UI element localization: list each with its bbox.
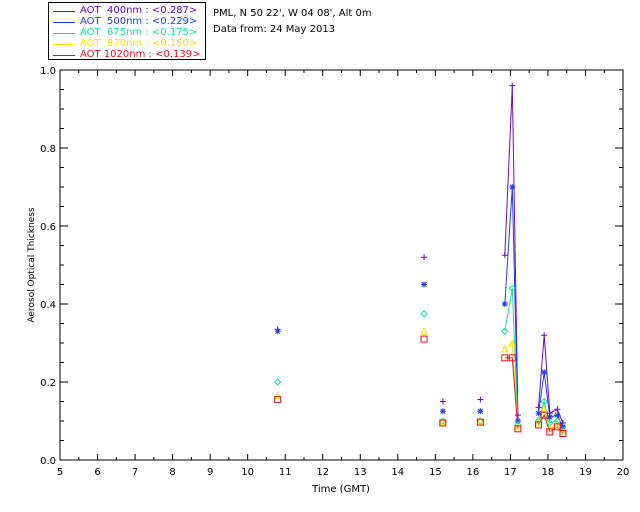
x-tick-label: 14 [391, 467, 404, 478]
x-tick-label: 5 [57, 467, 63, 478]
location-info: PML, N 50 22', W 04 08', Alt 0m [213, 8, 372, 19]
data-point-square [508, 354, 516, 362]
series-line [504, 288, 519, 425]
legend-swatch [53, 11, 75, 12]
legend-label: AOT 870nm : <0.150> [80, 38, 198, 49]
x-axis-label: Time (GMT) [311, 484, 370, 495]
y-tick-label: 0.4 [40, 300, 56, 311]
legend-swatch [53, 33, 75, 34]
data-point-triangle [273, 391, 282, 400]
series-markers [273, 82, 567, 437]
data-point-triangle [420, 327, 428, 335]
legend-label: AOT 1020nm : <0.139> [80, 49, 201, 60]
data-point-square [514, 425, 522, 433]
x-tick-label: 7 [132, 467, 138, 478]
data-point-asterisk [554, 412, 561, 419]
x-tick-label: 19 [579, 467, 592, 478]
data-point-asterisk [421, 281, 428, 288]
data-point-triangle [553, 420, 562, 429]
data-point-triangle [514, 422, 522, 431]
data-point-asterisk [546, 414, 553, 421]
data-point-plus [514, 412, 521, 419]
data-point-triangle [534, 418, 543, 427]
legend-swatch [53, 22, 75, 23]
axis-ticks: 5 6 7 8 9 10 11 12 13 14 15 16 17 18 19 20 0.0 0.2 0.4 0.6 0… [40, 66, 629, 478]
data-point-diamond [501, 327, 509, 336]
x-tick-label: 15 [429, 467, 442, 478]
data-point-square [274, 396, 282, 404]
legend-item: AOT 400nm : <0.287> [49, 5, 205, 17]
data-point-plus [439, 398, 446, 405]
data-point-triangle [500, 344, 509, 353]
data-point-diamond [514, 421, 522, 429]
x-tick-label: 11 [279, 467, 292, 478]
data-point-plus [509, 82, 516, 89]
x-tick-label: 6 [94, 467, 100, 478]
data-point-plus [554, 406, 561, 413]
data-point-diamond [273, 378, 282, 386]
data-point-square [546, 428, 554, 436]
data-point-square [559, 429, 567, 437]
data-point-diamond [540, 397, 548, 406]
legend-item: AOT 870nm : <0.150> [49, 38, 205, 50]
legend-label: AOT 400nm : <0.287> [80, 5, 198, 16]
data-point-diamond [559, 427, 567, 435]
data-point-square [439, 419, 447, 427]
data-point-plus [501, 252, 508, 259]
data-point-triangle [508, 338, 517, 347]
x-tick-label: 20 [617, 467, 630, 478]
data-point-asterisk [439, 408, 446, 415]
x-tick-label: 9 [207, 467, 213, 478]
x-tick-label: 12 [316, 467, 329, 478]
x-tick-label: 16 [466, 467, 479, 478]
x-tick-label: 8 [169, 467, 175, 478]
y-tick-label: 1.0 [40, 66, 56, 77]
legend-label: AOT 500nm : <0.229> [80, 16, 198, 27]
data-point-square [553, 423, 561, 431]
data-point-asterisk [274, 328, 281, 335]
data-point-plus [541, 332, 548, 339]
data-point-triangle [559, 428, 567, 437]
data-point-asterisk [514, 418, 521, 424]
data-point-asterisk [535, 410, 542, 417]
data-point-square [420, 335, 428, 343]
legend-swatch [53, 44, 75, 45]
data-point-square [540, 411, 548, 419]
series-lines [504, 85, 564, 434]
data-point-asterisk [541, 369, 548, 376]
date-info: Data from: 24 May 2013 [213, 24, 336, 35]
data-point-square [535, 421, 543, 429]
legend-label: AOT 675nm : <0.175> [80, 27, 198, 38]
y-tick-label: 0.2 [40, 378, 56, 389]
data-point-diamond [420, 310, 428, 318]
data-point-asterisk [501, 301, 508, 307]
data-point-plus [421, 254, 428, 261]
x-tick-label: 13 [354, 467, 367, 478]
data-point-asterisk [559, 423, 566, 430]
x-tick-label: 10 [241, 467, 254, 478]
x-tick-label: 17 [504, 467, 517, 478]
data-point-diamond [508, 284, 516, 293]
y-tick-label: 0.0 [40, 456, 56, 467]
data-point-square [501, 354, 509, 362]
data-point-asterisk [509, 184, 516, 190]
legend-swatch [53, 55, 75, 56]
legend-item: AOT 500nm : <0.229> [49, 16, 205, 28]
data-point-plus [477, 396, 484, 403]
data-point-triangle [476, 416, 485, 425]
data-point-triangle [439, 417, 447, 426]
data-point-plus [535, 404, 542, 411]
legend-item: AOT 675nm : <0.175> [49, 27, 205, 39]
data-point-diamond [534, 417, 543, 425]
legend: AOT 400nm : <0.287> AOT 500nm : <0.229> AO… [48, 2, 206, 60]
data-point-square [476, 418, 484, 426]
y-tick-label: 0.6 [40, 222, 56, 233]
legend-item: AOT 1020nm : <0.139> [49, 49, 205, 61]
y-tick-label: 0.8 [40, 144, 56, 155]
data-point-asterisk [477, 408, 484, 415]
y-axis-label: Aerosol Optical Thickness [27, 207, 37, 323]
x-tick-label: 18 [542, 467, 555, 478]
